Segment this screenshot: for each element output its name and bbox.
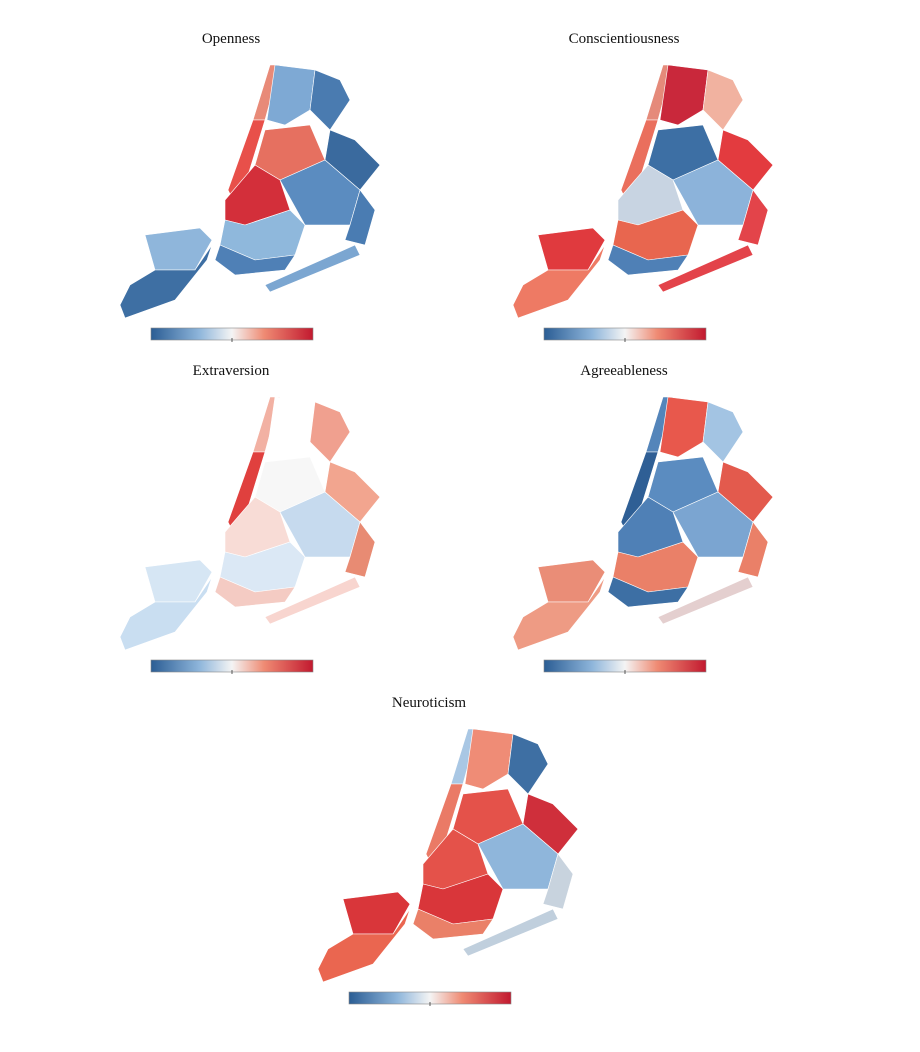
- region: [702, 69, 744, 131]
- region: [522, 793, 579, 855]
- region: [342, 891, 411, 935]
- map-title: Conscientiousness: [569, 31, 680, 47]
- map-title: Openness: [202, 31, 260, 47]
- region: [737, 521, 769, 578]
- region: [657, 576, 754, 625]
- region: [344, 189, 376, 246]
- region: [324, 129, 381, 191]
- region: [657, 244, 754, 293]
- region: [144, 227, 213, 271]
- map-title: Agreeableness: [580, 363, 668, 379]
- region: [119, 576, 213, 651]
- region: [264, 576, 361, 625]
- region: [317, 908, 411, 983]
- region: [607, 576, 689, 608]
- map-panel: Openness: [119, 31, 381, 342]
- region: [537, 227, 606, 271]
- region: [737, 189, 769, 246]
- region: [659, 396, 709, 458]
- region: [214, 576, 296, 608]
- region: [264, 244, 361, 293]
- region: [464, 728, 514, 790]
- region: [119, 244, 213, 319]
- region: [462, 908, 559, 957]
- region: [507, 733, 549, 795]
- region: [607, 244, 689, 276]
- map-panel: Agreeableness: [512, 363, 774, 674]
- region: [324, 461, 381, 523]
- region: [309, 401, 351, 463]
- map-panel: Extraversion: [119, 363, 381, 674]
- map-title: Extraversion: [193, 363, 270, 379]
- region: [214, 244, 296, 276]
- region: [717, 129, 774, 191]
- region: [659, 64, 709, 126]
- region: [144, 559, 213, 603]
- region: [702, 401, 744, 463]
- map-panel: Neuroticism: [317, 695, 579, 1006]
- region: [309, 69, 351, 131]
- region: [266, 396, 316, 458]
- region: [537, 559, 606, 603]
- region: [542, 853, 574, 910]
- region: [717, 461, 774, 523]
- map-title: Neuroticism: [392, 695, 466, 711]
- region: [512, 244, 606, 319]
- region: [412, 908, 494, 940]
- map-panel: Conscientiousness: [512, 31, 774, 342]
- region: [344, 521, 376, 578]
- region: [266, 64, 316, 126]
- region: [512, 576, 606, 651]
